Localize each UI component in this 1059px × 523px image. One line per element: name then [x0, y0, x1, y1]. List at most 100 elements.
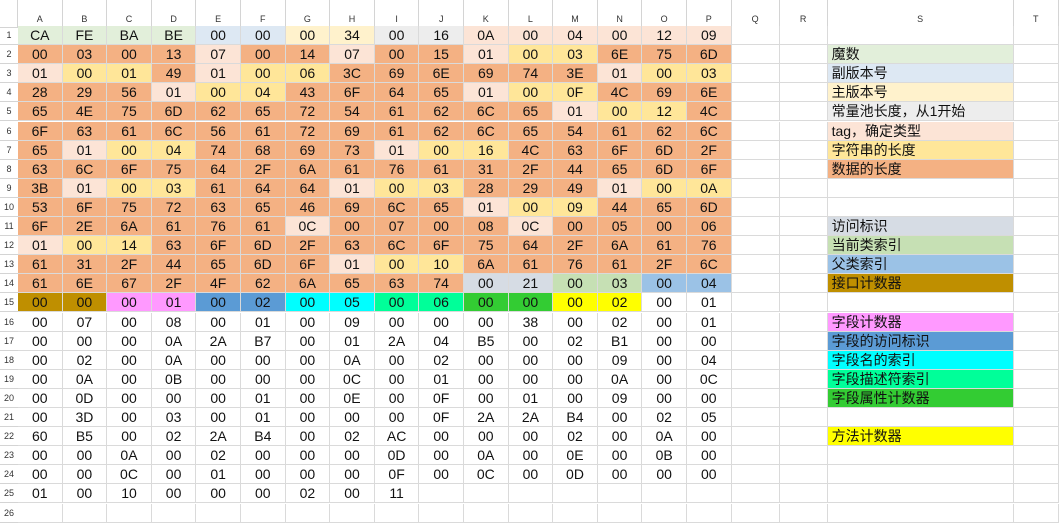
- hex-cell[interactable]: 01: [196, 64, 241, 84]
- hex-cell[interactable]: 31: [464, 159, 509, 179]
- hex-cell[interactable]: 00: [196, 408, 241, 428]
- column-header-h[interactable]: H: [330, 0, 375, 26]
- hex-cell[interactable]: 01: [419, 369, 464, 389]
- hex-cell[interactable]: 6C: [464, 102, 509, 122]
- hex-cell[interactable]: 00: [464, 293, 509, 313]
- hex-cell[interactable]: 76: [374, 159, 420, 179]
- column-header-o[interactable]: O: [642, 0, 687, 26]
- hex-cell[interactable]: 61: [508, 255, 554, 275]
- row-header-18[interactable]: 18: [0, 351, 18, 370]
- empty-cell[interactable]: [731, 331, 780, 351]
- row-header-23[interactable]: 23: [0, 446, 18, 466]
- hex-cell[interactable]: 61: [196, 178, 241, 198]
- row-header-3[interactable]: 3: [0, 64, 18, 84]
- empty-cell[interactable]: [731, 178, 780, 198]
- legend-item-tag[interactable]: tag，确定类型: [827, 121, 1014, 141]
- hex-cell[interactable]: 29: [62, 83, 108, 103]
- column-header-s[interactable]: S: [828, 0, 1014, 26]
- row-header-16[interactable]: 16: [0, 313, 18, 332]
- hex-cell[interactable]: 00: [62, 484, 108, 504]
- hex-cell[interactable]: 0A: [151, 331, 197, 351]
- empty-cell[interactable]: [731, 350, 780, 370]
- hex-cell[interactable]: 6A: [597, 236, 643, 256]
- empty-cell[interactable]: [731, 312, 780, 332]
- hex-cell[interactable]: 00: [597, 26, 643, 46]
- empty-cell[interactable]: [827, 293, 1014, 313]
- hex-cell[interactable]: 65: [241, 197, 286, 217]
- empty-cell[interactable]: [731, 503, 780, 523]
- hex-cell[interactable]: 00: [285, 369, 331, 389]
- hex-cell[interactable]: 62: [642, 121, 687, 141]
- row-header-8[interactable]: 8: [0, 160, 18, 179]
- empty-cell[interactable]: [779, 102, 828, 122]
- hex-cell[interactable]: 6C: [374, 236, 420, 256]
- hex-cell[interactable]: 00: [107, 293, 152, 313]
- hex-cell[interactable]: 0A: [687, 178, 732, 198]
- hex-cell[interactable]: 2F: [285, 236, 331, 256]
- hex-cell[interactable]: 03: [62, 45, 108, 65]
- hex-cell[interactable]: 00: [285, 427, 331, 447]
- hex-cell[interactable]: 00: [464, 369, 509, 389]
- hex-cell[interactable]: 00: [687, 465, 732, 485]
- column-header-n[interactable]: N: [598, 0, 643, 26]
- hex-cell[interactable]: 6D: [642, 140, 687, 160]
- hex-cell[interactable]: 44: [151, 255, 197, 275]
- hex-cell[interactable]: 00: [687, 427, 732, 447]
- empty-cell[interactable]: [827, 178, 1014, 198]
- hex-cell[interactable]: 63: [151, 236, 197, 256]
- hex-cell[interactable]: 01: [62, 140, 108, 160]
- hex-cell[interactable]: 00: [642, 64, 687, 84]
- column-header-r[interactable]: R: [780, 0, 828, 26]
- empty-cell[interactable]: [779, 331, 828, 351]
- hex-cell[interactable]: 00: [241, 484, 286, 504]
- hex-cell[interactable]: 00: [508, 350, 554, 370]
- hex-cell[interactable]: 46: [285, 197, 331, 217]
- legend-item-minor[interactable]: 副版本号: [827, 64, 1014, 84]
- legend-item-thisclass[interactable]: 当前类索引: [827, 236, 1014, 256]
- hex-cell[interactable]: 00: [196, 388, 241, 408]
- hex-cell[interactable]: 0F: [553, 83, 598, 103]
- hex-cell[interactable]: 00: [374, 178, 420, 198]
- empty-cell[interactable]: [827, 465, 1014, 485]
- hex-cell[interactable]: [508, 503, 554, 523]
- empty-cell[interactable]: [779, 408, 828, 428]
- hex-cell[interactable]: 01: [330, 255, 375, 275]
- hex-cell[interactable]: [464, 484, 509, 504]
- hex-cell[interactable]: 00: [241, 45, 286, 65]
- hex-cell[interactable]: 0C: [464, 465, 509, 485]
- row-header-9[interactable]: 9: [0, 179, 18, 198]
- column-header-d[interactable]: D: [152, 0, 197, 26]
- hex-cell[interactable]: 00: [553, 293, 598, 313]
- hex-cell[interactable]: 61: [107, 121, 152, 141]
- legend-item-fieldname[interactable]: 字段名的索引: [827, 350, 1014, 370]
- hex-cell[interactable]: 00: [107, 369, 152, 389]
- hex-cell[interactable]: 08: [464, 217, 509, 237]
- hex-cell[interactable]: 00: [374, 350, 420, 370]
- hex-cell[interactable]: 00: [18, 293, 63, 313]
- hex-cell[interactable]: 00: [196, 26, 241, 46]
- legend-item-cpcount[interactable]: 常量池长度，从1开始: [827, 102, 1014, 122]
- empty-cell[interactable]: [779, 503, 828, 523]
- hex-cell[interactable]: 3D: [62, 408, 108, 428]
- empty-cell[interactable]: [1013, 503, 1059, 523]
- legend-item-magic[interactable]: 魔数: [827, 45, 1014, 65]
- hex-cell[interactable]: 64: [508, 236, 554, 256]
- hex-cell[interactable]: 00: [419, 217, 464, 237]
- row-header-5[interactable]: 5: [0, 102, 18, 122]
- hex-cell[interactable]: 64: [241, 178, 286, 198]
- hex-cell[interactable]: [107, 503, 152, 523]
- hex-cell[interactable]: 6D: [642, 159, 687, 179]
- hex-cell[interactable]: 63: [330, 236, 375, 256]
- hex-cell[interactable]: 00: [374, 293, 420, 313]
- hex-cell[interactable]: 6F: [18, 121, 63, 141]
- hex-cell[interactable]: 00: [419, 465, 464, 485]
- hex-cell[interactable]: 00: [330, 446, 375, 466]
- hex-cell[interactable]: 21: [508, 274, 554, 294]
- hex-cell[interactable]: 64: [196, 159, 241, 179]
- hex-cell[interactable]: 00: [419, 446, 464, 466]
- hex-cell[interactable]: 75: [107, 102, 152, 122]
- hex-cell[interactable]: 01: [597, 178, 643, 198]
- hex-cell[interactable]: 61: [151, 217, 197, 237]
- hex-cell[interactable]: 72: [285, 121, 331, 141]
- hex-cell[interactable]: 07: [330, 45, 375, 65]
